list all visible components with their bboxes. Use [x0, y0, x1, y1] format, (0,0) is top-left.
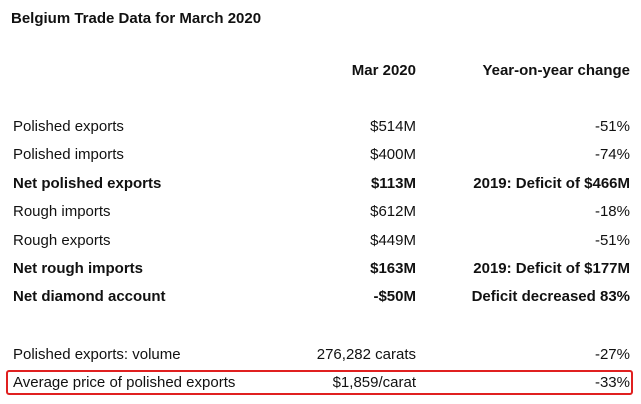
row-change: -33% — [594, 374, 630, 391]
table-row-polished-exports-volume: Polished exports: volume 276,282 carats … — [0, 343, 641, 367]
row-label: Net diamond account — [13, 288, 166, 305]
column-header-change: Year-on-year change — [482, 62, 630, 79]
row-value: $514M — [370, 118, 416, 135]
row-label: Net rough imports — [13, 260, 143, 277]
row-value: $449M — [370, 232, 416, 249]
row-label: Net polished exports — [13, 175, 162, 192]
table-row-average-price: Average price of polished exports $1,859… — [0, 371, 641, 395]
row-change: -51% — [594, 118, 630, 135]
row-value: $113M — [370, 175, 416, 192]
table-row-rough-exports: Rough exports $449M -51% — [0, 229, 641, 253]
row-value: $400M — [370, 146, 416, 163]
row-change: Deficit decreased 83% — [471, 288, 630, 305]
row-label: Polished imports — [13, 146, 124, 163]
row-label: Average price of polished exports — [13, 374, 236, 391]
row-label: Rough exports — [13, 232, 111, 249]
table-row-polished-exports: Polished exports $514M -51% — [0, 115, 641, 139]
row-value: $612M — [370, 203, 416, 220]
row-label: Polished exports — [13, 118, 124, 135]
page-title: Belgium Trade Data for March 2020 — [11, 10, 262, 27]
table-row-net-polished-exports: Net polished exports $113M 2019: Deficit… — [0, 172, 641, 196]
row-label: Polished exports: volume — [13, 346, 181, 363]
row-change: 2019: Deficit of $466M — [473, 175, 630, 192]
row-label: Rough imports — [13, 203, 111, 220]
row-value: $1,859/carat — [332, 374, 416, 391]
highlight-box — [6, 370, 633, 395]
row-change: -27% — [594, 346, 630, 363]
row-value: $163M — [370, 260, 416, 277]
table-row-net-rough-imports: Net rough imports $163M 2019: Deficit of… — [0, 257, 641, 281]
row-change: -51% — [594, 232, 630, 249]
row-change: -18% — [594, 203, 630, 220]
row-change: -74% — [594, 146, 630, 163]
table-row-net-diamond-account: Net diamond account -$50M Deficit decrea… — [0, 285, 641, 309]
row-change: 2019: Deficit of $177M — [473, 260, 630, 277]
column-header-period: Mar 2020 — [351, 62, 416, 79]
row-value: -$50M — [373, 288, 416, 305]
row-value: 276,282 carats — [316, 346, 416, 363]
table-row-rough-imports: Rough imports $612M -18% — [0, 200, 641, 224]
table-row-polished-imports: Polished imports $400M -74% — [0, 143, 641, 167]
